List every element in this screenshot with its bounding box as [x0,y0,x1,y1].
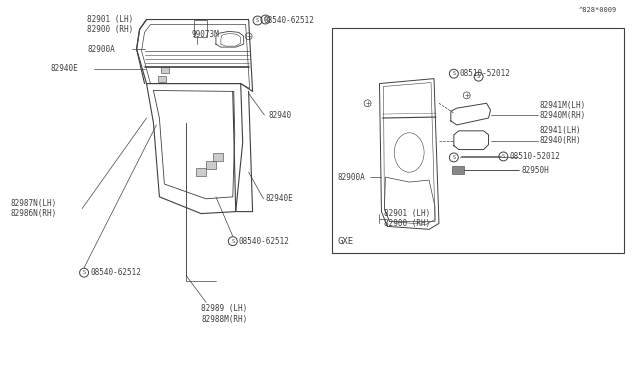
Ellipse shape [394,133,424,172]
Text: 82986N(RH): 82986N(RH) [11,209,57,218]
Text: 82941(LH): 82941(LH) [539,126,580,135]
Bar [196,168,206,176]
Text: 82900A: 82900A [338,173,365,182]
Text: 82940E: 82940E [266,194,293,203]
Text: 08510-52012: 08510-52012 [460,69,511,78]
Text: ^828*0009: ^828*0009 [579,7,618,13]
Text: S: S [502,154,505,159]
Text: 82988M(RH): 82988M(RH) [201,315,247,324]
Text: 82901 (LH): 82901 (LH) [87,15,133,24]
Bar [159,76,166,81]
Text: S: S [256,18,259,23]
Text: S: S [452,71,456,76]
Text: 08510-52012: 08510-52012 [509,152,560,161]
Text: 99073M: 99073M [191,30,219,39]
Text: 82940(RH): 82940(RH) [539,136,580,145]
Text: 82901 (LH): 82901 (LH) [385,209,431,218]
Text: 82900A: 82900A [87,45,115,54]
Text: S: S [477,74,480,79]
Text: S: S [264,17,267,22]
Text: GXE: GXE [338,237,354,246]
Text: 82900 (RH): 82900 (RH) [87,25,133,34]
Text: S: S [231,239,234,244]
Text: 82940: 82940 [268,110,292,119]
Bar [452,166,464,174]
Text: 82940M(RH): 82940M(RH) [539,110,586,119]
Text: 82987N(LH): 82987N(LH) [11,199,57,208]
Text: S: S [452,155,456,160]
Text: 82900 (RH): 82900 (RH) [385,219,431,228]
Bar [213,154,223,161]
Bar [206,161,216,169]
Text: 82989 (LH): 82989 (LH) [201,304,247,312]
Text: 82950H: 82950H [521,166,549,175]
Bar [161,67,170,73]
Text: 08540-62512: 08540-62512 [90,268,141,277]
Text: 82940E: 82940E [51,64,78,73]
Bar [332,28,625,253]
Text: 08540-62512: 08540-62512 [264,16,314,25]
Text: S: S [83,270,86,275]
Text: 08540-62512: 08540-62512 [239,237,289,246]
Bar [194,19,207,37]
Text: 82941M(LH): 82941M(LH) [539,101,586,110]
